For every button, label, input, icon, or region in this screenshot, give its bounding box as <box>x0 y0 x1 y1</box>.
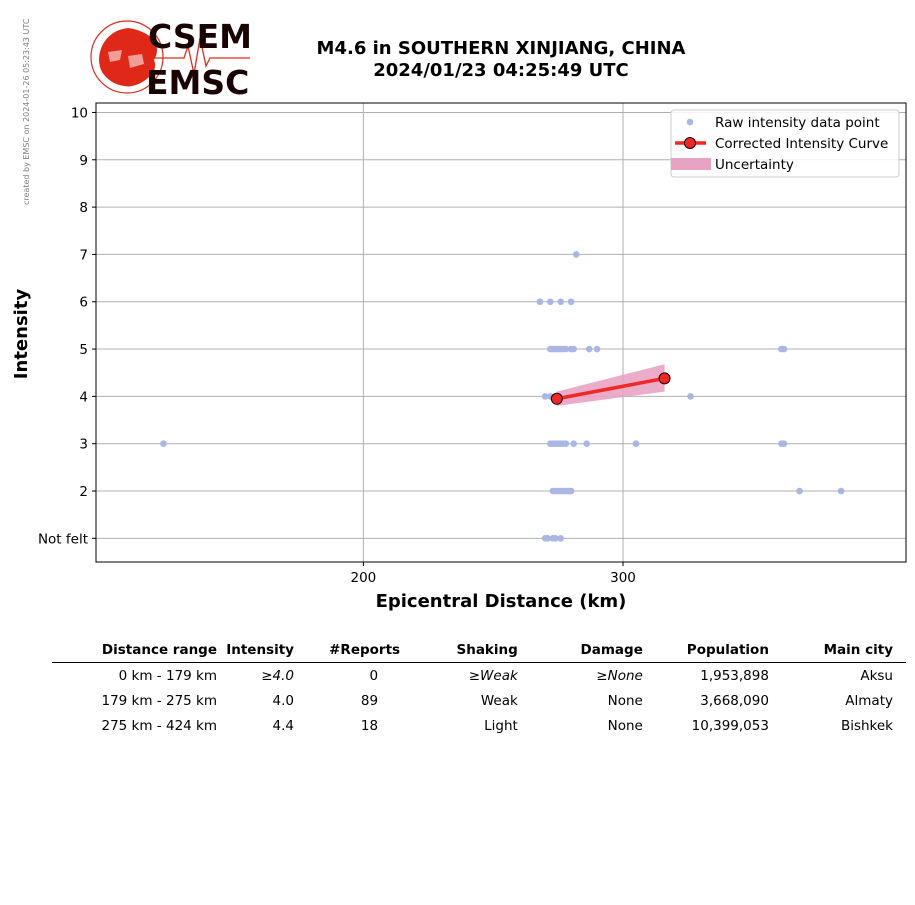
y-tick-label: 8 <box>79 200 88 216</box>
summary-table: Distance range Intensity #Reports Shakin… <box>52 642 906 738</box>
chart-title: M4.6 in SOUTHERN XINJIANG, CHINA 2024/01… <box>290 38 712 82</box>
raw-data-point <box>585 345 593 353</box>
legend-band-swatch <box>671 158 711 170</box>
header-shaking: Shaking <box>400 642 518 663</box>
header-damage: Damage <box>517 642 643 663</box>
raw-data-point <box>796 487 803 495</box>
cell-intensity: 4.4 <box>272 717 294 734</box>
cell-reports: 0 <box>369 667 379 684</box>
cell-damage: None <box>607 692 643 709</box>
raw-data-point <box>570 440 577 448</box>
intensity-chart: 200 300 Not felt 2 3 4 5 6 7 8 9 10 Epicentral Dis… <box>11 102 907 612</box>
x-tick-label: 300 <box>610 570 636 586</box>
raw-data-point <box>562 440 570 448</box>
y-tick-label: 4 <box>79 389 88 405</box>
raw-data-point <box>780 345 788 353</box>
raw-data-point <box>544 535 552 542</box>
raw-data-point <box>562 345 570 353</box>
raw-data-point <box>593 345 601 353</box>
logo-bottom-text: EMSC <box>146 63 249 102</box>
cell-population: 10,399,053 <box>691 717 769 734</box>
header-population: Population <box>642 642 769 663</box>
raw-data-point <box>160 440 167 448</box>
raw-data-point <box>536 298 544 306</box>
curve-marker <box>658 372 671 385</box>
uncertainty-area <box>556 364 665 406</box>
y-tick-label: 3 <box>79 437 88 453</box>
table-header-row: Distance range Intensity #Reports Shakin… <box>52 642 906 663</box>
cell-population: 3,668,090 <box>700 692 769 709</box>
curve-marker <box>550 392 563 405</box>
raw-data-point <box>552 535 559 542</box>
header-intensity: Intensity <box>217 642 294 663</box>
cell-reports: 89 <box>360 692 379 709</box>
cell-damage: None <box>607 717 643 734</box>
cell-distance: 0 km - 179 km <box>118 667 218 684</box>
y-tick-label: 2 <box>79 484 88 500</box>
cell-main-city: Almaty <box>845 692 893 709</box>
legend-curve-marker <box>684 137 696 149</box>
raw-data-point <box>780 440 788 448</box>
legend-raw-marker <box>686 118 694 126</box>
cell-distance: 179 km - 275 km <box>101 692 218 709</box>
logo-top-text: CSEM <box>148 17 252 56</box>
uncertainty-band <box>556 364 665 406</box>
title-line-2: 2024/01/23 04:25:49 UTC <box>373 60 629 81</box>
raw-data-point <box>567 487 575 495</box>
raw-data-point <box>570 345 577 353</box>
raw-data-point <box>687 393 694 400</box>
raw-data-point <box>541 393 549 400</box>
raw-data-point <box>837 487 845 495</box>
title-line-1: M4.6 in SOUTHERN XINJIANG, CHINA <box>316 38 686 59</box>
raw-data-point <box>572 251 580 258</box>
y-tick-label: 5 <box>79 342 88 358</box>
cell-shaking: Weak <box>480 692 518 709</box>
legend-curve-label: Corrected Intensity Curve <box>715 136 888 152</box>
cell-shaking: ≥Weak <box>468 667 518 684</box>
table-row: 0 km - 179 km ≥4.0 0 ≥Weak ≥None 1,953,8… <box>52 663 906 689</box>
raw-data-point <box>567 298 575 306</box>
y-tick-label: Not felt <box>38 531 88 547</box>
cell-main-city: Aksu <box>860 667 893 684</box>
raw-data-point <box>632 440 640 448</box>
emsc-logo: CSEM EMSC <box>90 17 252 102</box>
curve-line <box>556 376 665 401</box>
raw-points <box>160 251 845 542</box>
cell-intensity: 4.0 <box>272 692 294 709</box>
cell-main-city: Bishkek <box>840 717 893 734</box>
cell-intensity: ≥4.0 <box>261 667 294 684</box>
header-distance-range: Distance range <box>52 642 218 663</box>
y-tick-label: 10 <box>71 105 88 121</box>
table-row: 179 km - 275 km 4.0 89 Weak None 3,668,0… <box>52 688 906 713</box>
header-main-city: Main city <box>768 642 906 663</box>
plot-frame <box>95 102 907 563</box>
cell-distance: 275 km - 424 km <box>101 717 218 734</box>
cell-damage: ≥None <box>596 667 643 684</box>
cell-reports: 18 <box>360 717 379 734</box>
y-tick-label: 9 <box>79 153 88 169</box>
legend-band-label: Uncertainty <box>715 157 794 173</box>
table-row: 275 km - 424 km 4.4 18 Light None 10,399… <box>52 713 906 738</box>
x-axis-label: Epicentral Distance (km) <box>376 591 627 612</box>
x-axis-ticks: 200 300 <box>351 562 636 586</box>
legend-raw-label: Raw intensity data point <box>715 115 880 131</box>
legend: Raw intensity data point Corrected Inten… <box>670 109 900 178</box>
raw-data-point <box>557 535 565 542</box>
raw-data-point <box>557 298 565 306</box>
raw-data-point <box>547 298 554 306</box>
corrected-curve <box>550 372 671 405</box>
header-reports: #Reports <box>293 642 401 663</box>
y-tick-label: 7 <box>79 247 88 263</box>
raw-data-point <box>583 440 590 448</box>
y-axis-label: Intensity <box>11 289 32 380</box>
y-axis-ticks: Not felt 2 3 4 5 6 7 8 9 10 <box>38 105 96 547</box>
cell-shaking: Light <box>484 717 518 734</box>
x-tick-label: 200 <box>351 570 377 586</box>
cell-population: 1,953,898 <box>700 667 769 684</box>
y-tick-label: 6 <box>79 295 88 311</box>
legend-box <box>670 109 900 178</box>
